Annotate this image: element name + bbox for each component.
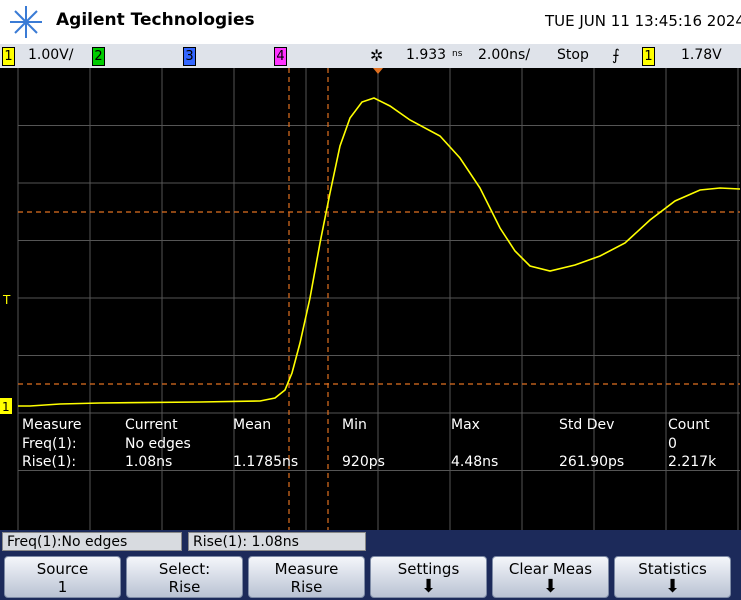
softkey-label: Measure <box>274 560 339 578</box>
arrow-icon: ⬇ <box>664 576 681 597</box>
ch4-badge: 4 <box>274 47 287 66</box>
ground-marker: 1 <box>2 400 10 414</box>
softkey-label: Source <box>36 560 89 578</box>
measurement-text: Mean <box>233 417 271 433</box>
trig-level: 1.78V <box>681 47 722 63</box>
measurement-text: Min <box>342 417 367 433</box>
delay: 1.933 <box>406 47 447 63</box>
readout: Rise(1): 1.08ns <box>188 532 366 551</box>
measurement-text: Max <box>451 417 480 433</box>
measurement-text: 920ps <box>342 454 385 470</box>
softkey[interactable]: Measure Rise <box>248 556 365 598</box>
measurement-text: Rise(1): <box>22 454 76 470</box>
softkey-label: Clear Meas <box>508 560 593 578</box>
logo <box>10 6 42 38</box>
edge-icon: ⨍ <box>612 46 620 64</box>
ch3-badge: 3 <box>183 47 196 66</box>
measurement-text: No edges <box>125 436 191 452</box>
timebase: 2.00ns/ <box>478 47 531 63</box>
status-bar: 1 1.00V/ 2 3 4 ✲ 1.933 ns 2.00ns/ Stop ⨍… <box>0 44 741 68</box>
datetime: TUE JUN 11 13:45:16 2024 <box>545 12 741 30</box>
measurement-text: 1.08ns <box>125 454 172 470</box>
softkey[interactable]: Settings ⬇ <box>370 556 487 598</box>
softkey-label: Statistics <box>638 560 707 578</box>
softkey-panel: Freq(1):No edges Rise(1): 1.08ns Source 1… <box>0 530 741 600</box>
measurement-text: 1.1785ns <box>233 454 298 470</box>
readout: Freq(1):No edges <box>2 532 182 551</box>
measurement-text: Current <box>125 417 178 433</box>
measurement-text: 4.48ns <box>451 454 498 470</box>
measurement-text: 2.217k <box>668 454 717 470</box>
measurement-text: 261.90ps <box>559 454 624 470</box>
measurement-text: 0 <box>668 436 677 452</box>
softkey[interactable]: Source 1 <box>4 556 121 598</box>
ch1-badge: 1 <box>2 47 15 66</box>
arrow-icon: ⬇ <box>420 576 437 597</box>
softkey-label: Settings <box>397 560 460 578</box>
softkey-label: Select: <box>158 560 211 578</box>
trig-source: 1 <box>642 47 655 66</box>
measurement-text: Measure <box>22 417 82 433</box>
measurement-text: Freq(1): <box>22 436 77 452</box>
softkey-label: Rise <box>168 578 201 596</box>
run-state: Stop <box>557 47 589 63</box>
ch2-badge: 2 <box>92 47 105 66</box>
graticule: 1 T Measure Current Mean Min Max Std Dev Count… <box>0 68 741 530</box>
ch1-scale: 1.00V/ <box>28 47 74 63</box>
arrow-icon: ⬇ <box>542 576 559 597</box>
softkey-label: 1 <box>57 578 68 596</box>
softkey-label: Rise <box>290 578 323 596</box>
softkey[interactable]: Select: Rise <box>126 556 243 598</box>
brand: Agilent Technologies <box>56 10 255 30</box>
trigger-icon: ✲ <box>370 46 384 65</box>
measurement-text: Count <box>668 417 710 433</box>
softkey[interactable]: Clear Meas ⬇ <box>492 556 609 598</box>
trigger-marker: T <box>2 293 11 307</box>
measurement-text: Std Dev <box>559 417 614 433</box>
delay-unit: ns <box>452 49 463 59</box>
softkey[interactable]: Statistics ⬇ <box>614 556 731 598</box>
